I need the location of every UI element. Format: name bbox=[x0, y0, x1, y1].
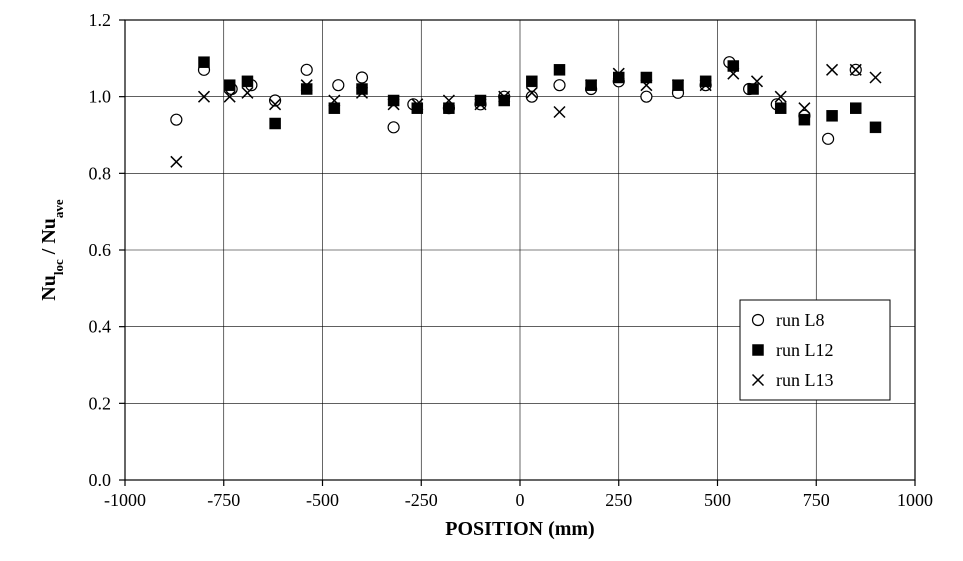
legend: run L8 run L12 run L13 bbox=[740, 300, 890, 400]
y-tick-label: 1.0 bbox=[89, 87, 112, 107]
x-tick-label: 250 bbox=[605, 490, 632, 510]
legend-label: run L13 bbox=[776, 370, 834, 390]
x-tick-label: -750 bbox=[207, 490, 240, 510]
scatter-chart: -1000 -750 -500 -250 0 250 500 750 1000 0.0 0.2 0.4… bbox=[0, 0, 963, 561]
y-tick-label: 0.6 bbox=[89, 240, 112, 260]
x-tick-label: 0 bbox=[516, 490, 525, 510]
x-axis-label: POSITION (mm) bbox=[445, 518, 594, 540]
x-tick-label: 1000 bbox=[897, 490, 933, 510]
y-tick-label: 0.0 bbox=[89, 470, 112, 490]
y-tick-label: 0.4 bbox=[89, 317, 112, 337]
x-tick-label: -1000 bbox=[104, 490, 146, 510]
y-tick-label: 0.8 bbox=[89, 163, 112, 183]
x-tick-label: -250 bbox=[405, 490, 438, 510]
x-tick-label: -500 bbox=[306, 490, 339, 510]
y-tick-label: 1.2 bbox=[89, 10, 112, 30]
y-tick-label: 0.2 bbox=[89, 393, 112, 413]
x-tick-label: 750 bbox=[803, 490, 830, 510]
legend-label: run L12 bbox=[776, 340, 834, 360]
chart-svg: -1000 -750 -500 -250 0 250 500 750 1000 0.0 0.2 0.4… bbox=[0, 0, 963, 561]
x-tick-label: 500 bbox=[704, 490, 731, 510]
legend-label: run L8 bbox=[776, 310, 825, 330]
